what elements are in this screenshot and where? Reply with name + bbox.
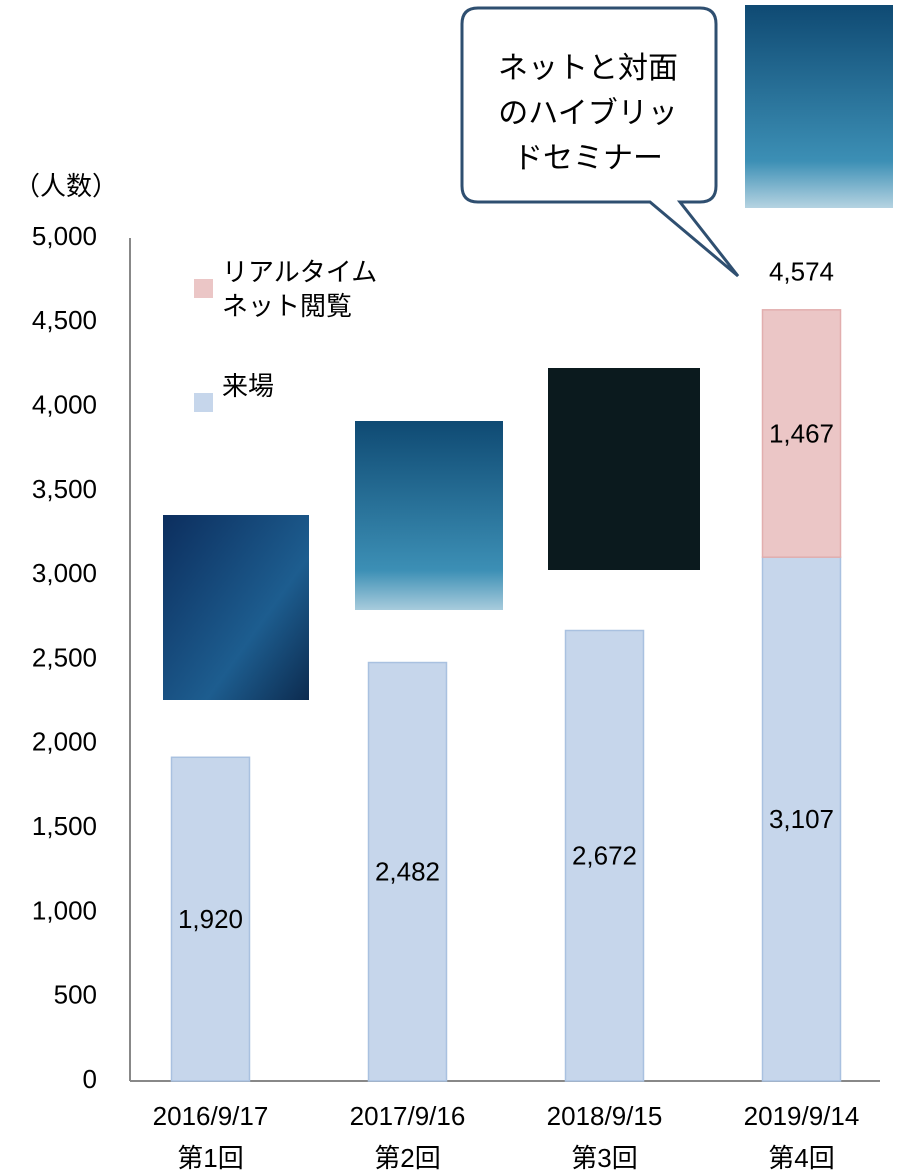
x-tick-label: 2019/9/14: [744, 1101, 860, 1131]
value-label: 2,482: [375, 857, 440, 887]
y-tick-label: 3,500: [32, 474, 97, 504]
y-tick-label: 2,500: [32, 642, 97, 672]
x-tick-label: 2017/9/16: [350, 1101, 466, 1131]
x-tick-label: 第1回: [177, 1143, 243, 1173]
x-tick-label: 第4回: [768, 1143, 834, 1173]
value-label: 2,672: [572, 841, 637, 871]
bar-segment: [170, 756, 251, 1082]
legend-label: 来場: [222, 371, 275, 401]
bar-segment: [367, 661, 448, 1082]
bar-segment: [761, 309, 842, 558]
x-tick-label: 第3回: [571, 1143, 637, 1173]
annotation: ネットと対面 のハイブリッ ドセミナー: [498, 52, 678, 175]
legend-swatch: [194, 393, 213, 412]
value-label: 1,920: [178, 904, 243, 934]
y-tick-label: 0: [83, 1064, 97, 1094]
poster-2017: [355, 421, 503, 634]
y-tick-label: 4,500: [32, 305, 97, 335]
bar-segment: [564, 629, 645, 1082]
legend-swatch: [194, 279, 213, 298]
y-tick-label: 1,000: [32, 895, 97, 925]
x-tick-label: 2016/9/17: [153, 1101, 269, 1131]
poster-2019: [745, 5, 893, 228]
y-tick-label: 5,000: [32, 221, 97, 251]
y-tick-label: 3,000: [32, 558, 97, 588]
value-label: 1,467: [769, 418, 834, 448]
y-tick-label: 1,500: [32, 811, 97, 841]
y-axis-label: （人数）: [14, 171, 118, 201]
poster-2018: [548, 368, 700, 584]
y-tick-label: 500: [54, 980, 97, 1010]
value-label: 3,107: [769, 804, 834, 834]
poster-2016: [163, 515, 309, 720]
x-tick-label: 第2回: [374, 1143, 440, 1173]
y-tick-label: 4,000: [32, 389, 97, 419]
y-tick-label: 2,000: [32, 727, 97, 757]
x-tick-label: 2018/9/15: [547, 1101, 663, 1131]
bar-segment: [761, 556, 842, 1082]
legend-label: リアルタイム ネット閲覧: [222, 257, 378, 321]
callout: [460, 6, 740, 278]
total-label: 4,574: [769, 257, 834, 287]
